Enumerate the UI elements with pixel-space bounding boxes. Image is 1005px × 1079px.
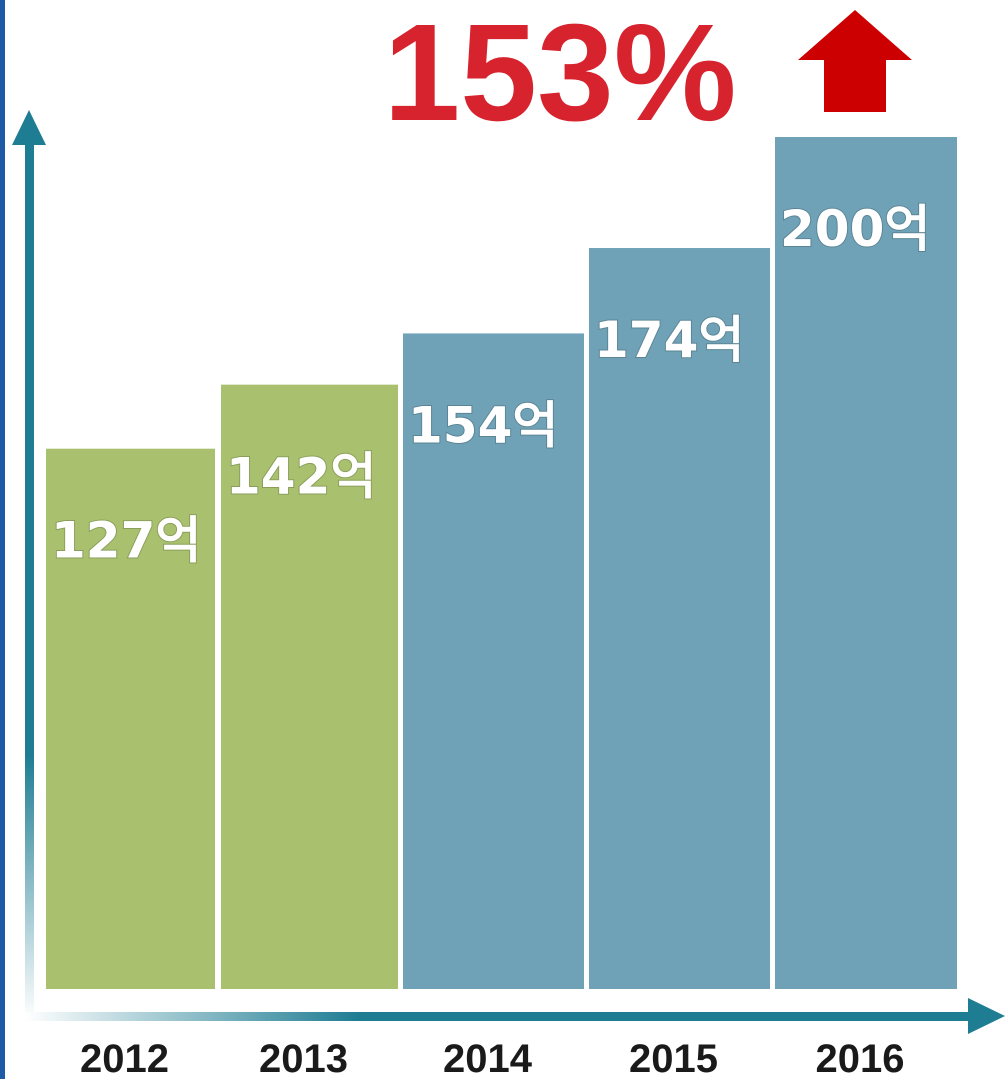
x-tick-2012: 2012 [80, 1037, 169, 1079]
data-label-2015: 174억 [594, 311, 744, 369]
bars-group [44, 135, 959, 992]
y-axis-line [25, 140, 34, 1020]
x-axis-arrow-icon [968, 998, 1005, 1034]
data-label-2014: 154억 [408, 396, 558, 454]
frame-edge [0, 0, 5, 1079]
x-tick-2013: 2013 [259, 1037, 348, 1079]
data-label-2013: 142억 [226, 448, 376, 506]
growth-headline: 153% [384, 0, 737, 150]
axes [12, 110, 1005, 1034]
data-labels-group: 127억 142억 154억 174억 200억 [50, 199, 931, 571]
data-label-2016: 200억 [780, 200, 930, 258]
y-axis-arrow-icon [12, 110, 46, 145]
bar-2012 [44, 446, 217, 991]
bar-2015 [587, 246, 772, 991]
x-tick-2014: 2014 [443, 1037, 533, 1079]
up-arrow-icon [798, 10, 912, 112]
x-tick-2016: 2016 [816, 1037, 905, 1079]
x-tick-labels-group: 2012 2013 2014 2015 2016 [80, 1037, 904, 1079]
bar-2014 [401, 331, 586, 992]
x-axis-line [25, 1012, 975, 1021]
data-label-2012: 127억 [51, 512, 201, 570]
bar-2013 [219, 382, 400, 992]
bar-2016 [773, 135, 959, 991]
x-tick-2015: 2015 [629, 1037, 718, 1079]
